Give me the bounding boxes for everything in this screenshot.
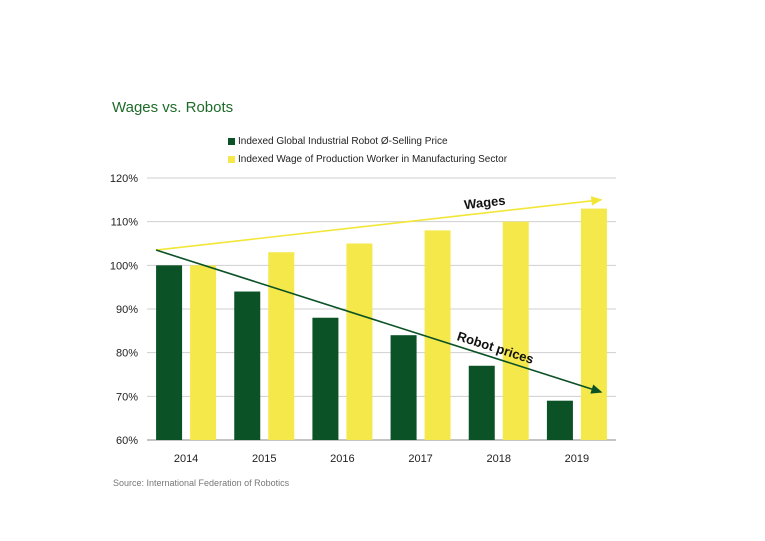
bar-wage-2015: [268, 252, 295, 440]
bar-robot-price-2016: [312, 317, 339, 440]
x-tick-label-2018: 2018: [487, 453, 511, 465]
y-tick-label-5: 110%: [111, 217, 139, 229]
y-tick-label-1: 70%: [116, 391, 138, 403]
y-tick-label-6: 120%: [110, 173, 138, 185]
x-tick-label-2017: 2017: [408, 453, 432, 465]
bar-wage-2014: [190, 265, 217, 440]
y-tick-label-2: 80%: [116, 348, 138, 360]
legend-item-wage: Indexed Wage of Production Worker in Man…: [228, 154, 507, 165]
y-tick-label-4: 100%: [110, 260, 138, 272]
bar-wage-2019: [580, 208, 607, 440]
legend-swatch-wage: [228, 156, 235, 163]
legend-swatch-robot-price: [228, 138, 235, 145]
bar-robot-price-2017: [390, 335, 417, 440]
bar-robot-price-2018: [468, 365, 495, 440]
x-tick-label-2016: 2016: [330, 453, 354, 465]
x-tick-label-2019: 2019: [565, 453, 589, 465]
bar-wage-2016: [346, 243, 373, 440]
y-tick-label-3: 90%: [116, 304, 138, 316]
bar-robot-price-2014: [156, 265, 183, 440]
annotation-label-wages: Wages: [463, 193, 506, 213]
legend-item-robot-price: Indexed Global Industrial Robot Ø-Sellin…: [228, 136, 448, 147]
y-tick-label-0: 60%: [116, 435, 138, 447]
bar-robot-price-2019: [546, 400, 573, 440]
bar-wage-2017: [424, 230, 451, 440]
chart-title: Wages vs. Robots: [112, 99, 234, 116]
bar-robot-price-2015: [234, 291, 261, 440]
trend-arrow-robot-prices: [155, 249, 603, 394]
legend-label-robot-price: Indexed Global Industrial Robot Ø-Sellin…: [238, 136, 448, 147]
trend-arrow-wages: [155, 196, 603, 251]
legend-label-wage: Indexed Wage of Production Worker in Man…: [238, 154, 508, 165]
bar-wage-2018: [502, 221, 529, 440]
x-tick-label-2015: 2015: [252, 453, 276, 465]
x-tick-label-2014: 2014: [174, 453, 198, 465]
source-note: Source: International Federation of Robo…: [113, 478, 290, 488]
